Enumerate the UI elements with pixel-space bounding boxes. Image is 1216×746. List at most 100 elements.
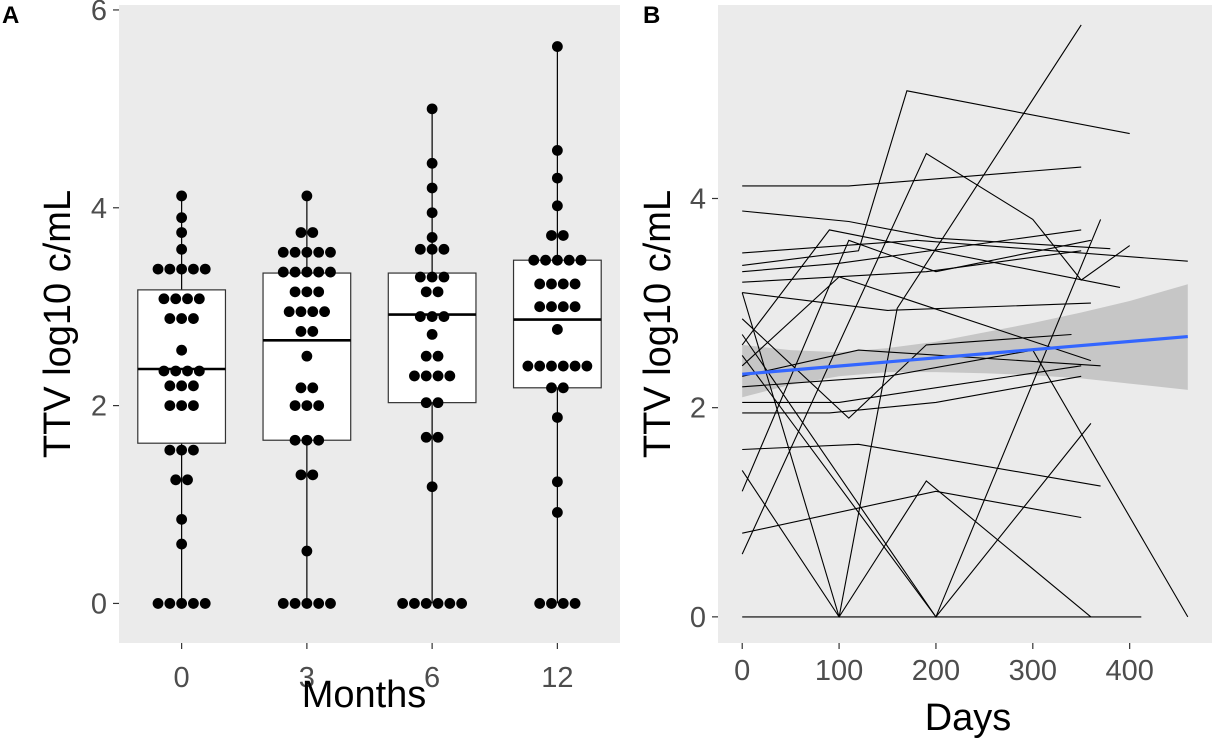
x-tick-label: 12 [541,662,573,694]
dot-0 [199,263,211,275]
patient-line-15 [741,152,1131,555]
dot-6 [426,157,438,169]
dot-0 [164,380,176,392]
dot-6 [397,598,409,609]
patient-line-22 [742,349,1189,618]
dot-3 [301,400,313,412]
dot-12 [551,254,563,266]
dot-0 [193,365,205,377]
x-tick-label: 400 [1105,655,1153,687]
dot-6 [432,598,444,609]
panel-a-letter: A [2,2,19,29]
dot-3 [295,382,307,394]
dot-0 [176,380,188,392]
dot-3 [307,306,319,318]
dot-3 [325,598,336,609]
dot-3 [277,246,289,258]
dot-12 [546,278,557,290]
dot-3 [289,434,301,446]
dot-6 [444,598,456,609]
patient-line-9 [741,276,1092,367]
dot-3 [301,350,313,362]
dot-0 [176,243,188,255]
patient-line-20 [741,24,1082,618]
dot-12 [581,360,593,372]
dot-3 [301,545,313,557]
patient-line-8 [741,229,1121,346]
dot-6 [456,598,468,609]
dot-3 [301,266,313,278]
dot-0 [182,474,193,486]
dot-6 [426,207,438,219]
dot-6 [438,271,450,283]
patient-line-3 [742,239,1188,262]
trend-line [742,334,1188,376]
dot-0 [188,400,199,412]
dot-6 [432,431,444,443]
dot-12 [551,507,563,518]
dot-3 [307,469,319,481]
dot-6 [414,271,426,283]
dot-0 [176,212,188,224]
dot-12 [528,254,540,266]
y-tick-label: 4 [91,193,107,225]
dot-12 [534,301,546,313]
patient-line-14 [741,239,1092,492]
dot-0 [176,263,188,275]
dot-0 [176,598,188,609]
dot-6 [420,598,432,609]
dot-0 [182,365,193,377]
dot-6 [420,431,432,443]
dot-0 [170,474,182,486]
dot-0 [188,444,199,456]
dot-6 [414,311,426,322]
patient-line-2 [742,210,1111,250]
dot-6 [426,103,438,115]
dot-12 [546,230,557,241]
dot-0 [176,400,188,412]
dot-6 [444,370,456,382]
y-tick-label: 0 [91,588,107,620]
dot-12 [569,278,581,290]
patient-line-12 [742,375,1082,414]
x-tick-label: 200 [912,655,960,687]
dot-12 [557,360,569,372]
panel-a-boxplot: 0 2 4 6 0 3 6 12 Months TTV log10 c/mL [37,0,620,716]
patient-line-10 [742,349,1101,377]
dot-3 [289,266,301,278]
dot-6 [432,370,444,382]
dot-6 [426,311,438,322]
dot-3 [301,190,313,202]
x-tick-label: 3 [299,662,315,694]
dot-12 [546,598,557,609]
x-tick-label: 0 [734,655,750,687]
patient-line-4 [742,90,1130,266]
panel-b-letter: B [643,2,660,29]
dot-3 [301,598,313,609]
dot-12 [569,598,581,609]
dot-12 [569,360,581,372]
dot-3 [307,382,319,394]
panel-b-lineplot: 0 2 4 0 100 200 300 400 Days TTV log10 c/mL [637,5,1212,739]
dot-3 [295,306,307,318]
dot-12 [534,360,546,372]
dot-3 [325,266,336,278]
dot-0 [164,598,176,609]
dot-0 [152,598,164,609]
dot-6 [420,397,432,409]
dot-12 [551,145,563,156]
dot-3 [289,246,301,258]
dot-6 [426,182,438,194]
dot-3 [277,266,289,278]
x-tick-label: 300 [1009,655,1057,687]
dot-0 [176,190,188,202]
panel-b-y-title: TTV log10 c/mL [637,190,679,458]
dot-3 [313,598,325,609]
dot-3 [277,598,289,609]
y-tick-label: 2 [690,393,706,425]
dot-0 [182,293,193,305]
dot-0 [164,263,176,275]
dot-12 [540,254,551,266]
dot-3 [313,266,325,278]
panel-b-x-title: Days [925,697,1012,739]
